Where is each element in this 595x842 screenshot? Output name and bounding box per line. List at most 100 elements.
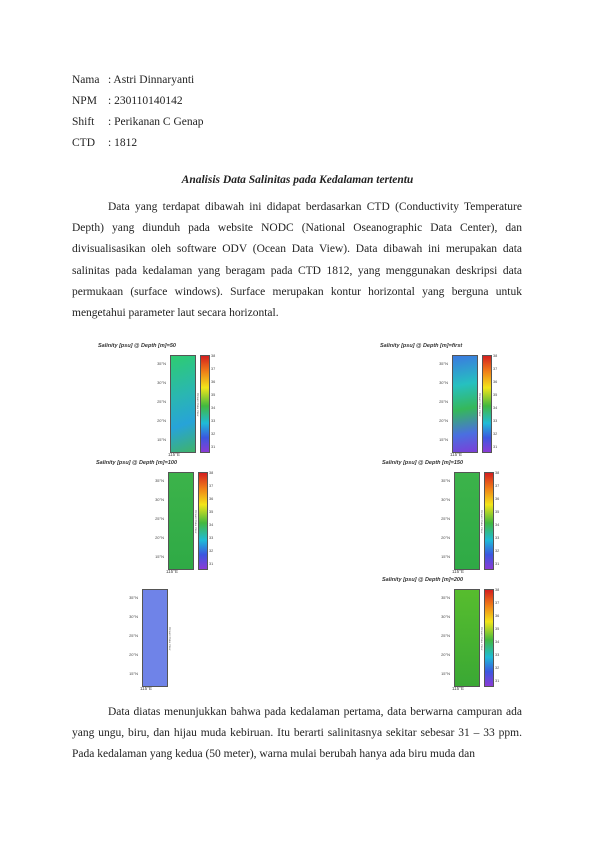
colorbar-tick: 37 [495,601,500,605]
colorbar-tick: 33 [209,536,214,540]
map-caption: Salinity [psu] @ Depth [m]=50 [98,343,176,349]
colorbar-tick: 33 [493,419,498,423]
info-value: : Perikanan C Genap [108,116,204,128]
colorbar-tick: 31 [495,562,500,566]
odv-scale-label: Ocean Data View [480,627,484,651]
colorbar-tick: 35 [493,393,498,397]
map-caption: Salinity [psu] @ Depth [m]=first [380,343,463,349]
info-key: NPM [72,95,97,107]
latitude-label: 35°N [155,478,164,483]
latitude-label: 30°N [155,497,164,502]
latitude-label: 20°N [129,652,138,657]
info-row-npm: NPM : 230110140142 [72,91,204,112]
map-caption: Salinity [psu] @ Depth [m]=200 [382,577,464,583]
latitude-label: 15°N [155,554,164,559]
colorbar-tick: 35 [495,510,500,514]
latitude-label: 35°N [439,361,448,366]
colorbar-tick: 37 [211,367,216,371]
colorbar-tick: 32 [495,549,500,553]
colorbar-tick: 34 [495,523,500,527]
colorbar-tick: 31 [495,679,500,683]
latitude-label: 25°N [129,633,138,638]
latitude-label: 25°N [157,399,166,404]
map-strip [454,589,480,687]
info-row-ctd: CTD : 1812 [72,133,204,154]
colorbar-tick: 33 [495,536,500,540]
analysis-paragraph: Data diatas menunjukkan bahwa pada kedal… [72,706,522,761]
map-strip [454,472,480,570]
colorbar-tick: 38 [495,588,500,592]
colorbar [484,589,494,687]
colorbar [482,355,492,453]
latitude-label: 35°N [129,595,138,600]
colorbar-tick: 38 [495,471,500,475]
info-row-shift: Shift : Perikanan C Genap [72,112,204,133]
info-value: : 230110140142 [108,95,183,107]
colorbar-tick: 36 [495,614,500,618]
colorbar-tick: 37 [493,367,498,371]
colorbar-tick: 33 [211,419,216,423]
longitude-label: 115°E [168,452,180,457]
colorbar-tick: 31 [209,562,214,566]
odv-scale-label: Ocean Data View [478,393,482,417]
colorbar-tick: 34 [211,406,216,410]
info-key: CTD [72,137,95,149]
colorbar [484,472,494,570]
colorbar-tick: 38 [493,354,498,358]
latitude-label: 35°N [441,595,450,600]
colorbar-tick: 36 [209,497,214,501]
latitude-label: 15°N [439,437,448,442]
info-row-name: Nama : Astri Dinnaryanti [72,70,204,91]
colorbar-tick: 32 [209,549,214,553]
latitude-label: 20°N [157,418,166,423]
latitude-label: 25°N [441,633,450,638]
latitude-label: 15°N [441,671,450,676]
salinity-map-3: Salinity [psu] @ Depth [m]=100 35°N 30°N 25… [96,460,236,575]
colorbar-tick: 36 [493,380,498,384]
salinity-map-5: 35°N 30°N 25°N 20°N 15°N 115°E Ocean Data View [120,577,260,692]
colorbar [200,355,210,453]
info-value: : 1812 [108,137,138,149]
latitude-label: 30°N [129,614,138,619]
info-value: : Astri Dinnaryanti [108,74,195,86]
latitude-label: 30°N [441,614,450,619]
colorbar-tick: 32 [493,432,498,436]
latitude-label: 20°N [441,535,450,540]
colorbar-tick: 35 [209,510,214,514]
colorbar-tick: 31 [493,445,498,449]
latitude-label: 15°N [129,671,138,676]
odv-scale-label: Ocean Data View [196,393,200,417]
colorbar-tick: 37 [495,484,500,488]
salinity-map-6: Salinity [psu] @ Depth [m]=200 35°N 30°N 25… [382,577,522,692]
latitude-label: 20°N [441,652,450,657]
map-strip [142,589,168,687]
longitude-label: 115°E [452,686,464,691]
longitude-label: 115°E [166,569,178,574]
odv-scale-label: Ocean Data View [168,627,172,651]
latitude-label: 25°N [441,516,450,521]
colorbar-tick: 35 [211,393,216,397]
latitude-label: 15°N [157,437,166,442]
colorbar-tick: 36 [211,380,216,384]
intro-paragraph: Data yang terdapat dibawah ini didapat b… [72,201,522,320]
colorbar-tick: 32 [211,432,216,436]
latitude-label: 35°N [441,478,450,483]
map-strip [168,472,194,570]
colorbar-tick: 34 [209,523,214,527]
colorbar-tick: 31 [211,445,216,449]
colorbar-tick: 38 [209,471,214,475]
latitude-label: 30°N [157,380,166,385]
map-caption: Salinity [psu] @ Depth [m]=150 [382,460,464,466]
longitude-label: 115°E [140,686,152,691]
latitude-label: 25°N [439,399,448,404]
document-title: Analisis Data Salinitas pada Kedalaman t… [181,174,414,186]
latitude-label: 20°N [439,418,448,423]
colorbar-tick: 38 [211,354,216,358]
colorbar-tick: 34 [495,640,500,644]
colorbar-tick: 33 [495,653,500,657]
colorbar-tick: 35 [495,627,500,631]
colorbar-tick: 36 [495,497,500,501]
latitude-label: 30°N [439,380,448,385]
latitude-label: 30°N [441,497,450,502]
map-strip [170,355,196,453]
